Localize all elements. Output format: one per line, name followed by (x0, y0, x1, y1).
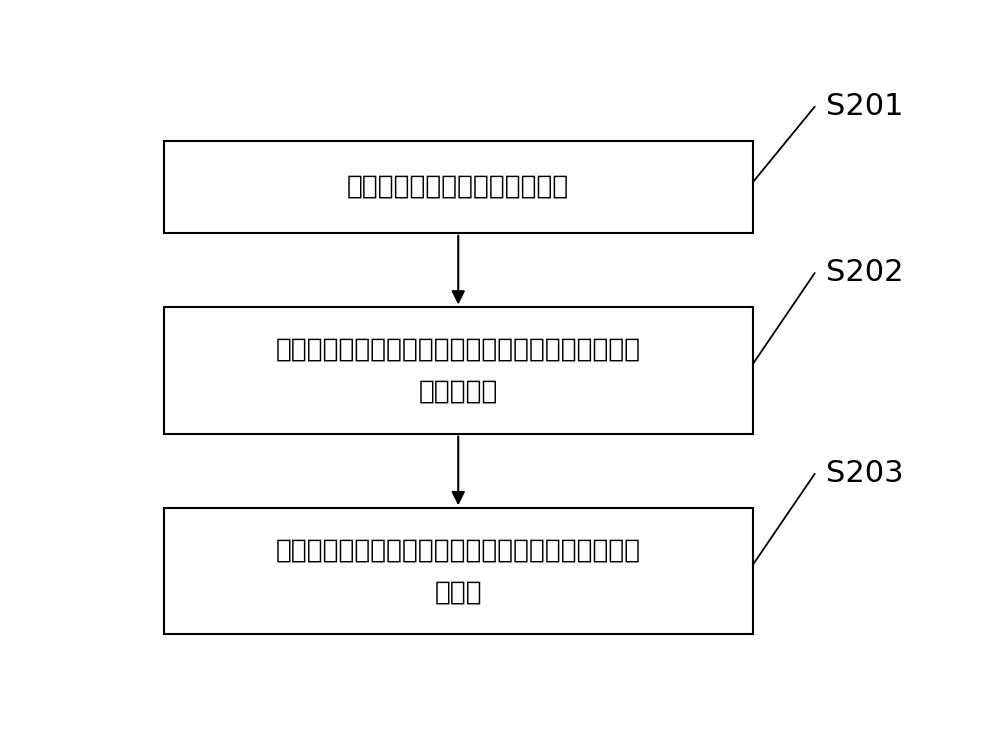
Text: 在处于使用状态的情况下，向车辆对应的用户发送第
一预警消息: 在处于使用状态的情况下，向车辆对应的用户发送第 一预警消息 (276, 337, 641, 405)
Text: S203: S203 (826, 459, 904, 488)
Text: S202: S202 (826, 259, 904, 288)
Text: 检测车辆当前是否处于使用状态: 检测车辆当前是否处于使用状态 (347, 174, 569, 200)
Bar (164, 308, 753, 434)
Text: S201: S201 (826, 92, 904, 121)
Bar (164, 141, 753, 232)
Bar (164, 508, 753, 635)
Text: 在未处于使用状态的情况下，向控制平台发送第二预
警消息: 在未处于使用状态的情况下，向控制平台发送第二预 警消息 (276, 537, 641, 605)
